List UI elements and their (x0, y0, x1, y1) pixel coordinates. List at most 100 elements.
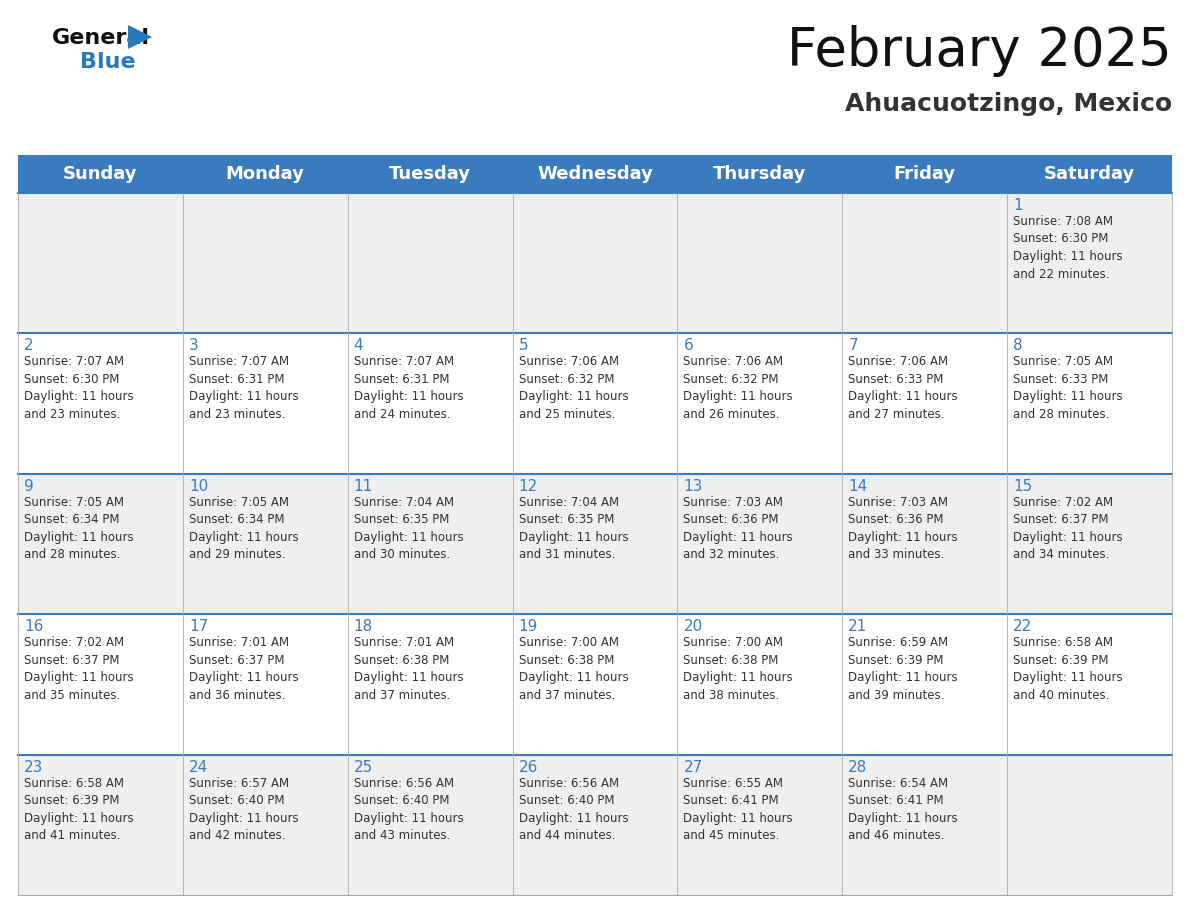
Text: 11: 11 (354, 479, 373, 494)
Text: 14: 14 (848, 479, 867, 494)
Text: Ahuacuotzingo, Mexico: Ahuacuotzingo, Mexico (845, 92, 1173, 116)
Bar (512, 193, 677, 333)
Text: 12: 12 (519, 479, 538, 494)
Text: Sunrise: 6:56 AM
Sunset: 6:40 PM
Daylight: 11 hours
and 43 minutes.: Sunrise: 6:56 AM Sunset: 6:40 PM Dayligh… (354, 777, 463, 842)
Text: Sunrise: 6:58 AM
Sunset: 6:39 PM
Daylight: 11 hours
and 41 minutes.: Sunrise: 6:58 AM Sunset: 6:39 PM Dayligh… (24, 777, 133, 842)
Text: Sunrise: 6:56 AM
Sunset: 6:40 PM
Daylight: 11 hours
and 44 minutes.: Sunrise: 6:56 AM Sunset: 6:40 PM Dayligh… (519, 777, 628, 842)
Text: Sunrise: 7:00 AM
Sunset: 6:38 PM
Daylight: 11 hours
and 38 minutes.: Sunrise: 7:00 AM Sunset: 6:38 PM Dayligh… (683, 636, 794, 701)
Text: 2: 2 (24, 339, 33, 353)
Text: 10: 10 (189, 479, 208, 494)
Text: 19: 19 (519, 620, 538, 634)
Text: 1: 1 (1013, 198, 1023, 213)
Text: 3: 3 (189, 339, 198, 353)
Text: 20: 20 (683, 620, 702, 634)
Text: 24: 24 (189, 759, 208, 775)
Text: 18: 18 (354, 620, 373, 634)
Text: 6: 6 (683, 339, 693, 353)
Polygon shape (128, 25, 152, 49)
Text: Sunrise: 7:06 AM
Sunset: 6:32 PM
Daylight: 11 hours
and 26 minutes.: Sunrise: 7:06 AM Sunset: 6:32 PM Dayligh… (683, 355, 794, 420)
Bar (677, 474, 842, 614)
Bar (842, 474, 1007, 614)
Bar (348, 755, 512, 895)
Bar (348, 193, 512, 333)
Text: Sunrise: 6:57 AM
Sunset: 6:40 PM
Daylight: 11 hours
and 42 minutes.: Sunrise: 6:57 AM Sunset: 6:40 PM Dayligh… (189, 777, 298, 842)
Text: Sunrise: 6:54 AM
Sunset: 6:41 PM
Daylight: 11 hours
and 46 minutes.: Sunrise: 6:54 AM Sunset: 6:41 PM Dayligh… (848, 777, 958, 842)
Bar (1007, 614, 1173, 755)
Text: 27: 27 (683, 759, 702, 775)
Text: Sunrise: 7:06 AM
Sunset: 6:33 PM
Daylight: 11 hours
and 27 minutes.: Sunrise: 7:06 AM Sunset: 6:33 PM Dayligh… (848, 355, 958, 420)
Text: Sunrise: 7:03 AM
Sunset: 6:36 PM
Daylight: 11 hours
and 33 minutes.: Sunrise: 7:03 AM Sunset: 6:36 PM Dayligh… (848, 496, 958, 561)
Text: 22: 22 (1013, 620, 1032, 634)
Bar (842, 614, 1007, 755)
Bar (183, 474, 348, 614)
Text: 7: 7 (848, 339, 858, 353)
Bar (18, 614, 183, 755)
Text: Blue: Blue (80, 52, 135, 72)
Text: Sunrise: 7:01 AM
Sunset: 6:38 PM
Daylight: 11 hours
and 37 minutes.: Sunrise: 7:01 AM Sunset: 6:38 PM Dayligh… (354, 636, 463, 701)
Bar (677, 755, 842, 895)
Text: Sunrise: 7:05 AM
Sunset: 6:33 PM
Daylight: 11 hours
and 28 minutes.: Sunrise: 7:05 AM Sunset: 6:33 PM Dayligh… (1013, 355, 1123, 420)
Text: Sunrise: 6:55 AM
Sunset: 6:41 PM
Daylight: 11 hours
and 45 minutes.: Sunrise: 6:55 AM Sunset: 6:41 PM Dayligh… (683, 777, 794, 842)
Text: 28: 28 (848, 759, 867, 775)
Text: Tuesday: Tuesday (390, 165, 472, 183)
Text: Monday: Monday (226, 165, 305, 183)
Bar (842, 193, 1007, 333)
Bar (18, 333, 183, 474)
Bar (677, 333, 842, 474)
Text: Sunrise: 7:03 AM
Sunset: 6:36 PM
Daylight: 11 hours
and 32 minutes.: Sunrise: 7:03 AM Sunset: 6:36 PM Dayligh… (683, 496, 794, 561)
Bar (512, 474, 677, 614)
Text: Thursday: Thursday (713, 165, 807, 183)
Text: General: General (52, 28, 150, 48)
Text: 23: 23 (24, 759, 44, 775)
Bar (183, 755, 348, 895)
Bar (348, 474, 512, 614)
Text: Sunrise: 7:05 AM
Sunset: 6:34 PM
Daylight: 11 hours
and 28 minutes.: Sunrise: 7:05 AM Sunset: 6:34 PM Dayligh… (24, 496, 133, 561)
Text: Sunrise: 7:02 AM
Sunset: 6:37 PM
Daylight: 11 hours
and 34 minutes.: Sunrise: 7:02 AM Sunset: 6:37 PM Dayligh… (1013, 496, 1123, 561)
Bar (512, 333, 677, 474)
Text: 4: 4 (354, 339, 364, 353)
Text: 16: 16 (24, 620, 44, 634)
Bar (1007, 333, 1173, 474)
Bar (183, 614, 348, 755)
Text: 8: 8 (1013, 339, 1023, 353)
Text: 26: 26 (519, 759, 538, 775)
Text: Sunrise: 7:08 AM
Sunset: 6:30 PM
Daylight: 11 hours
and 22 minutes.: Sunrise: 7:08 AM Sunset: 6:30 PM Dayligh… (1013, 215, 1123, 281)
Bar (183, 193, 348, 333)
Text: Sunrise: 7:05 AM
Sunset: 6:34 PM
Daylight: 11 hours
and 29 minutes.: Sunrise: 7:05 AM Sunset: 6:34 PM Dayligh… (189, 496, 298, 561)
Text: 13: 13 (683, 479, 703, 494)
Bar (1007, 474, 1173, 614)
Text: Sunrise: 7:02 AM
Sunset: 6:37 PM
Daylight: 11 hours
and 35 minutes.: Sunrise: 7:02 AM Sunset: 6:37 PM Dayligh… (24, 636, 133, 701)
Text: 17: 17 (189, 620, 208, 634)
Text: Sunrise: 7:01 AM
Sunset: 6:37 PM
Daylight: 11 hours
and 36 minutes.: Sunrise: 7:01 AM Sunset: 6:37 PM Dayligh… (189, 636, 298, 701)
Text: Sunrise: 7:07 AM
Sunset: 6:31 PM
Daylight: 11 hours
and 24 minutes.: Sunrise: 7:07 AM Sunset: 6:31 PM Dayligh… (354, 355, 463, 420)
Bar (348, 614, 512, 755)
Text: Friday: Friday (893, 165, 956, 183)
Text: Sunrise: 7:07 AM
Sunset: 6:30 PM
Daylight: 11 hours
and 23 minutes.: Sunrise: 7:07 AM Sunset: 6:30 PM Dayligh… (24, 355, 133, 420)
Bar (1007, 193, 1173, 333)
Text: Sunrise: 6:58 AM
Sunset: 6:39 PM
Daylight: 11 hours
and 40 minutes.: Sunrise: 6:58 AM Sunset: 6:39 PM Dayligh… (1013, 636, 1123, 701)
Text: Sunrise: 7:04 AM
Sunset: 6:35 PM
Daylight: 11 hours
and 30 minutes.: Sunrise: 7:04 AM Sunset: 6:35 PM Dayligh… (354, 496, 463, 561)
Text: Sunrise: 7:04 AM
Sunset: 6:35 PM
Daylight: 11 hours
and 31 minutes.: Sunrise: 7:04 AM Sunset: 6:35 PM Dayligh… (519, 496, 628, 561)
Text: 5: 5 (519, 339, 529, 353)
Bar (18, 474, 183, 614)
Text: 25: 25 (354, 759, 373, 775)
Bar (348, 333, 512, 474)
Bar (842, 333, 1007, 474)
Bar (18, 155, 1173, 193)
Text: Sunrise: 7:00 AM
Sunset: 6:38 PM
Daylight: 11 hours
and 37 minutes.: Sunrise: 7:00 AM Sunset: 6:38 PM Dayligh… (519, 636, 628, 701)
Text: 9: 9 (24, 479, 33, 494)
Text: Sunrise: 6:59 AM
Sunset: 6:39 PM
Daylight: 11 hours
and 39 minutes.: Sunrise: 6:59 AM Sunset: 6:39 PM Dayligh… (848, 636, 958, 701)
Text: Sunrise: 7:07 AM
Sunset: 6:31 PM
Daylight: 11 hours
and 23 minutes.: Sunrise: 7:07 AM Sunset: 6:31 PM Dayligh… (189, 355, 298, 420)
Bar (842, 755, 1007, 895)
Text: Wednesday: Wednesday (537, 165, 653, 183)
Text: 15: 15 (1013, 479, 1032, 494)
Text: Saturday: Saturday (1044, 165, 1136, 183)
Bar (512, 614, 677, 755)
Bar (677, 614, 842, 755)
Bar (18, 193, 183, 333)
Bar (677, 193, 842, 333)
Bar (18, 755, 183, 895)
Bar (1007, 755, 1173, 895)
Bar (512, 755, 677, 895)
Text: February 2025: February 2025 (788, 25, 1173, 77)
